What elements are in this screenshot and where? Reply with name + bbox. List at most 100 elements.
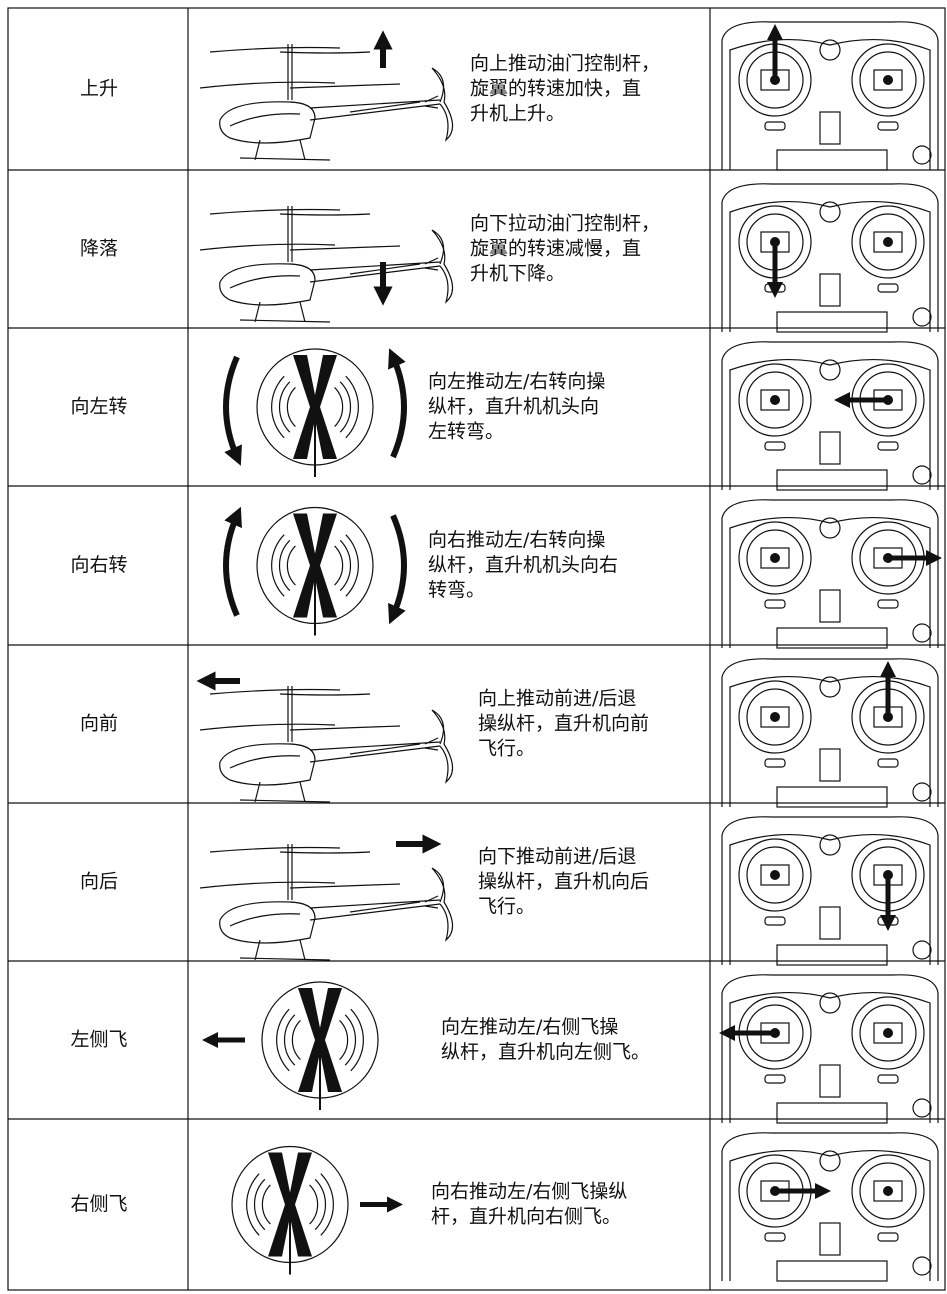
rotor-arc (350, 1008, 364, 1072)
controller-body (721, 183, 939, 332)
rotor-arc (320, 1173, 334, 1236)
dial (819, 676, 841, 698)
helicopter-line (219, 263, 316, 306)
controller (721, 183, 939, 333)
action-label: 向右转 (70, 554, 127, 576)
rotor-arc (334, 386, 344, 428)
helicopter-line (219, 743, 316, 786)
description-line: 左转弯。 (428, 421, 504, 443)
turn-arrow (223, 355, 242, 466)
screen (776, 944, 888, 966)
trim (877, 1074, 899, 1084)
rotor-arc (345, 534, 359, 597)
stick-box (760, 547, 790, 569)
screen (776, 1102, 888, 1124)
rotor-top-view (261, 981, 379, 1110)
helicopter-line (239, 139, 331, 161)
controller (721, 974, 939, 1124)
description-line: 旋翼的转速加快，直 (470, 78, 641, 100)
helicopter-line (424, 895, 439, 909)
description-line: 操纵杆，直升机向后 (478, 871, 649, 893)
controller (721, 499, 939, 649)
controller-body (729, 516, 931, 648)
trim (764, 121, 786, 131)
rotor-blades (298, 988, 342, 1092)
helicopter-line (424, 257, 439, 271)
description-line: 杆，直升机向右侧飞。 (431, 1206, 621, 1228)
helicopter-line (431, 867, 454, 942)
stick-gimbal (738, 838, 812, 912)
description-line: 向左推动左/右侧飞操 (441, 1016, 618, 1038)
screen (776, 469, 888, 491)
table-border (7, 7, 946, 1291)
trim (764, 1074, 786, 1084)
stick-gimbal (859, 213, 917, 271)
helicopter-line (229, 275, 301, 289)
rotor-arc (246, 1173, 260, 1236)
turn-arrow (388, 514, 407, 625)
stick-gimbal (851, 205, 925, 279)
helicopter-line (287, 44, 293, 100)
controller-body (729, 1149, 931, 1281)
rotor-arc (339, 539, 352, 592)
action-label: 向左转 (70, 396, 127, 418)
helicopter-line (199, 81, 401, 89)
description-line: 纵杆，直升机向左侧飞。 (441, 1041, 650, 1063)
description-line: 操纵杆，直升机向前 (478, 713, 649, 735)
controller (721, 816, 939, 966)
switch (819, 431, 841, 465)
stick-gimbal (859, 1162, 917, 1220)
helicopter-line (219, 901, 316, 944)
turn-arrow (223, 506, 242, 617)
knob (912, 465, 932, 485)
helicopter-line (309, 99, 441, 121)
helicopter-line (431, 229, 454, 304)
rotor-arc (339, 381, 352, 433)
rotor-arc (253, 1178, 266, 1231)
rotor-arc (278, 539, 291, 592)
rotor-arc (261, 1184, 271, 1225)
switch (819, 1222, 841, 1256)
turn-arrow (388, 348, 407, 459)
stick (770, 870, 780, 880)
helicopter-line (209, 46, 371, 54)
rotor-blades (293, 355, 337, 459)
helicopter-line (287, 206, 293, 262)
description-line: 向下推动前进/后退 (478, 846, 636, 868)
description-line: 向左推动左/右转向操 (428, 371, 605, 393)
stick-gimbal (738, 680, 812, 754)
stick-box (873, 231, 903, 253)
description-line: 飞行。 (478, 738, 535, 760)
rotor-top-view (256, 506, 374, 636)
controller-body (721, 974, 939, 1123)
helicopter-line (239, 301, 331, 323)
switch (819, 1064, 841, 1098)
description-line: 升机下降。 (470, 263, 565, 285)
controller-body (729, 38, 931, 170)
trim (877, 599, 899, 609)
switch (819, 111, 841, 145)
switch (819, 748, 841, 782)
rotor-top-view (256, 348, 374, 477)
stick (883, 1028, 893, 1038)
rotor-arc (314, 1178, 327, 1231)
description-line: 向上推动前进/后退 (478, 688, 636, 710)
trim (877, 1232, 899, 1242)
action-label: 左侧飞 (70, 1029, 127, 1051)
controller-body (721, 499, 939, 648)
trim (877, 758, 899, 768)
helicopter-line (309, 741, 441, 763)
rotor-blades (268, 1152, 312, 1257)
dial (819, 359, 841, 381)
trim (764, 599, 786, 609)
helicopter-line (424, 737, 439, 751)
rotor-top-view (231, 1145, 349, 1275)
helicopter-line (431, 67, 454, 142)
trim (877, 441, 899, 451)
stick-gimbal (859, 51, 917, 109)
screen (776, 149, 888, 171)
description-line: 向下拉动油门控制杆， (470, 213, 660, 235)
rotor-arc (283, 1014, 296, 1066)
helicopter-line (209, 846, 371, 854)
dial (819, 1150, 841, 1172)
